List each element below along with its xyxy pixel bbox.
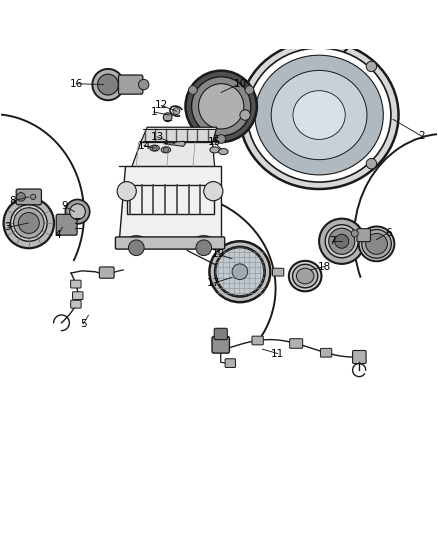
Ellipse shape [271, 70, 367, 160]
Ellipse shape [219, 149, 228, 155]
FancyBboxPatch shape [290, 339, 303, 348]
Circle shape [98, 74, 118, 95]
Ellipse shape [297, 268, 314, 284]
FancyBboxPatch shape [71, 300, 81, 308]
Polygon shape [141, 127, 217, 142]
Ellipse shape [366, 233, 388, 254]
Circle shape [196, 240, 212, 256]
Circle shape [70, 204, 85, 220]
Text: 13: 13 [151, 132, 164, 142]
Text: 17: 17 [207, 278, 220, 288]
Text: 10: 10 [233, 79, 247, 88]
Circle shape [117, 182, 136, 201]
Circle shape [319, 219, 364, 264]
Polygon shape [164, 141, 185, 147]
Text: 8: 8 [9, 196, 16, 206]
Circle shape [188, 86, 197, 94]
Circle shape [240, 110, 251, 120]
Text: 16: 16 [70, 79, 83, 88]
Circle shape [163, 113, 172, 122]
FancyBboxPatch shape [99, 267, 114, 278]
Text: 11: 11 [271, 349, 284, 359]
Text: 12: 12 [155, 100, 168, 110]
FancyBboxPatch shape [357, 229, 371, 241]
Circle shape [18, 213, 39, 233]
Ellipse shape [289, 261, 321, 292]
Ellipse shape [161, 147, 171, 153]
Text: 19: 19 [212, 249, 225, 260]
Circle shape [245, 86, 254, 94]
Ellipse shape [150, 145, 159, 151]
Circle shape [31, 194, 36, 199]
Circle shape [128, 240, 144, 256]
FancyBboxPatch shape [118, 75, 143, 94]
Text: 5: 5 [80, 319, 87, 329]
Ellipse shape [293, 91, 345, 140]
Circle shape [215, 246, 265, 297]
Text: 2: 2 [418, 131, 425, 141]
Circle shape [11, 205, 47, 241]
Circle shape [335, 235, 349, 248]
Text: 4: 4 [55, 230, 61, 240]
Circle shape [163, 147, 169, 152]
FancyBboxPatch shape [73, 292, 83, 300]
Circle shape [65, 199, 90, 224]
Circle shape [204, 89, 239, 124]
FancyBboxPatch shape [116, 237, 225, 249]
Circle shape [14, 208, 44, 238]
Circle shape [217, 135, 226, 143]
Circle shape [185, 71, 257, 142]
Text: 6: 6 [385, 228, 392, 238]
Circle shape [325, 225, 358, 258]
Circle shape [173, 108, 180, 115]
Circle shape [366, 158, 377, 169]
Text: 7: 7 [329, 236, 336, 246]
Polygon shape [119, 166, 221, 238]
Circle shape [216, 248, 264, 296]
Ellipse shape [255, 55, 383, 175]
Circle shape [193, 78, 250, 135]
Text: 14: 14 [138, 141, 151, 150]
Circle shape [204, 182, 223, 201]
Ellipse shape [240, 41, 399, 189]
FancyBboxPatch shape [56, 214, 77, 235]
FancyBboxPatch shape [16, 189, 42, 205]
Ellipse shape [362, 230, 391, 258]
Text: 18: 18 [318, 262, 331, 271]
Ellipse shape [293, 264, 318, 288]
FancyBboxPatch shape [321, 349, 332, 357]
FancyBboxPatch shape [212, 336, 230, 353]
FancyBboxPatch shape [71, 280, 81, 288]
Circle shape [191, 77, 251, 136]
Ellipse shape [247, 48, 391, 182]
Circle shape [92, 69, 124, 100]
FancyBboxPatch shape [225, 359, 236, 367]
Circle shape [4, 198, 54, 248]
Circle shape [328, 228, 355, 254]
Circle shape [351, 230, 358, 237]
Circle shape [17, 192, 25, 201]
Circle shape [366, 61, 377, 71]
Circle shape [198, 84, 244, 129]
Text: 3: 3 [5, 222, 11, 232]
Text: 15: 15 [208, 138, 221, 148]
Circle shape [232, 264, 248, 279]
Polygon shape [132, 142, 215, 166]
Circle shape [138, 79, 149, 90]
Circle shape [152, 146, 157, 151]
Text: 9: 9 [61, 201, 68, 212]
FancyBboxPatch shape [353, 351, 366, 364]
Ellipse shape [210, 147, 219, 153]
FancyBboxPatch shape [272, 268, 284, 276]
Circle shape [209, 241, 270, 302]
Ellipse shape [359, 227, 394, 261]
FancyBboxPatch shape [252, 336, 263, 345]
Text: 1: 1 [150, 107, 157, 117]
FancyBboxPatch shape [214, 328, 227, 340]
